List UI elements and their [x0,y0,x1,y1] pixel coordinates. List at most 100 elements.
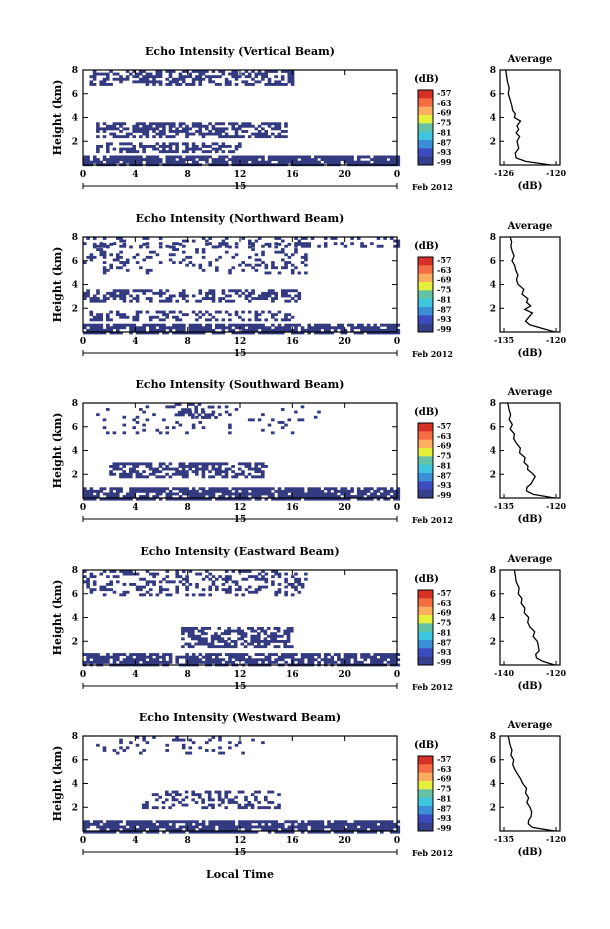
average-x-tick-label: -120 [546,501,566,511]
echo-cell [248,658,252,662]
echo-cell [175,828,179,831]
echo-cell [215,497,219,501]
colorbar-segment [418,640,433,649]
heatmap-frame [82,735,398,832]
echo-cell [393,323,397,327]
echo-cell [175,147,179,151]
echo-cell [102,426,107,430]
colorbar-segment [418,822,433,832]
echo-cell [208,593,212,597]
echo-cell [323,658,328,662]
echo-cell [129,331,133,335]
echo-cell [204,637,208,641]
echo-cell [337,155,341,159]
echo-cell [119,489,123,493]
echo-cell [96,147,100,151]
echo-cell [129,299,133,303]
echo-cell [297,239,302,243]
echo-cell [178,738,183,742]
echo-cell [287,294,292,298]
echo-cell [207,795,212,799]
echo-cell [129,495,133,498]
echo-cell [281,658,285,662]
echo-cell [188,147,193,151]
x-tick-label: 8 [185,337,191,347]
echo-cell [261,328,265,332]
echo-cell [109,124,113,128]
echo-cell [284,572,288,576]
echo-cell [86,291,90,295]
echo-cell [145,655,150,659]
echo-cell [307,244,311,248]
echo-cell [234,245,239,249]
echo-cell [360,828,364,831]
echo-cell [271,263,275,267]
echo-cell [220,640,225,643]
echo-cell [290,263,295,267]
echo-cell [286,637,291,641]
echo-cell [135,572,140,576]
echo-cell [112,294,117,298]
echo-cell [271,570,275,573]
echo-cell [106,291,110,295]
echo-cell [178,124,183,128]
echo-cell [122,263,127,267]
echo-cell [277,793,281,797]
echo-cell [135,318,140,322]
echo-cell [260,629,264,633]
echo-cell [204,416,208,419]
echo-cell [393,497,397,501]
echo-cell [234,331,239,335]
echo-cell [214,130,219,133]
echo-cell [218,465,222,468]
echo-cell [251,495,255,498]
echo-cell [181,470,186,474]
echo-cell [168,124,173,128]
echo-cell [155,655,160,659]
echo-cell [271,487,275,491]
echo-cell [188,158,193,161]
echo-cell [343,828,348,831]
echo-cell [274,250,278,254]
x-tick-label: 8 [185,503,191,513]
echo-cell [129,655,133,659]
echo-cell [310,326,315,330]
echo-cell [244,80,249,84]
echo-cell [337,489,341,493]
echo-cell [214,318,219,322]
echo-cell [92,328,97,332]
echo-cell [386,323,391,327]
colorbar-tick-label: -63 [437,98,452,108]
colorbar-segment [418,273,433,283]
echo-cell [165,465,169,468]
echo-cell [149,299,153,303]
echo-cell [142,147,146,151]
echo-cell [366,822,371,826]
echo-cell [218,135,222,139]
echo-cell [218,653,222,656]
echo-cell [307,653,311,656]
echo-cell [162,150,166,154]
echo-cell [290,331,295,335]
echo-cell [205,150,209,154]
echo-cell [99,315,103,319]
echo-cell [191,150,196,154]
echo-cell [271,492,275,496]
echo-cell [251,489,255,493]
echo-cell [185,294,189,298]
echo-cell [320,828,325,831]
echo-cell [168,655,173,659]
echo-cell [287,255,292,259]
echo-cell [86,822,90,826]
echo-cell [277,323,282,327]
echo-cell [184,803,189,807]
echo-cell [139,145,143,148]
echo-cell [116,495,120,498]
echo-cell [221,155,226,159]
echo-cell [119,830,123,834]
echo-cell [99,660,104,664]
echo-cell [195,250,199,254]
echo-cell [373,328,377,332]
echo-cell [162,147,166,151]
echo-cell [102,244,107,248]
